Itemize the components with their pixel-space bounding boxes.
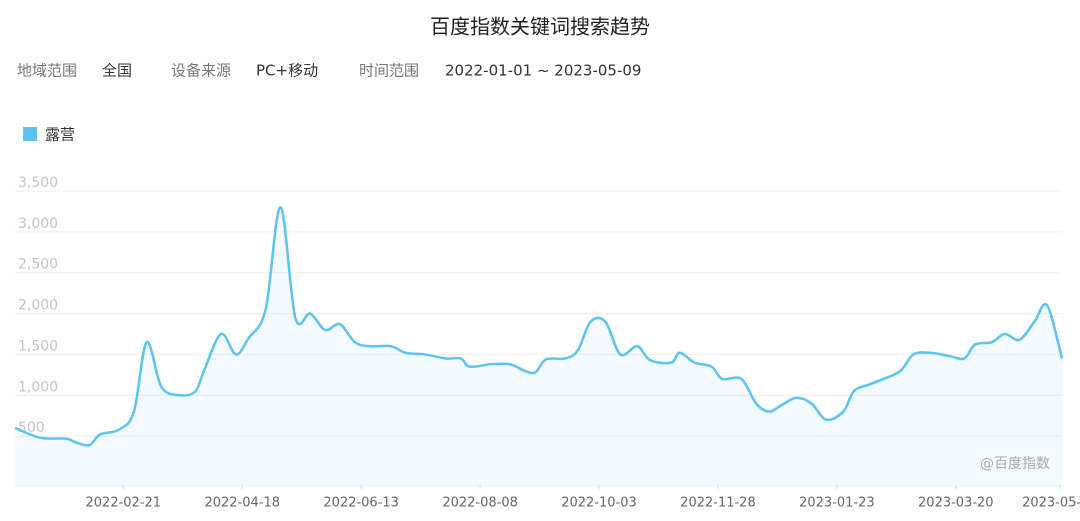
filter-label: 地域范围	[17, 62, 77, 80]
x-tick-label: 2022-08-08	[442, 496, 518, 511]
y-tick-label: 1,500	[18, 338, 58, 354]
filter-label: 时间范围	[359, 62, 419, 80]
x-tick-label: 2023-03-20	[918, 496, 994, 511]
area	[15, 207, 1062, 487]
x-tick-label: 2022-04-18	[204, 496, 280, 511]
filter-label: 设备来源	[171, 62, 231, 80]
x-tick-label: 2022-10-03	[561, 496, 637, 511]
x-tick-label: 2023-05-08	[1022, 496, 1080, 511]
y-tick-label: 1,000	[18, 379, 58, 395]
legend-label: 露营	[45, 126, 75, 144]
legend-swatch	[23, 127, 37, 141]
x-tick-label: 2022-06-13	[323, 496, 399, 511]
filter-value: 2022-01-01 ~ 2023-05-09	[445, 62, 641, 80]
filter-value: PC+移动	[256, 62, 318, 80]
watermark: @百度指数	[980, 456, 1050, 472]
x-tick-label: 2023-01-23	[799, 496, 875, 511]
y-tick-label: 3,000	[18, 216, 58, 232]
y-tick-label: 2,000	[18, 298, 58, 314]
x-tick-label: 2022-11-28	[680, 496, 756, 511]
line	[14, 206, 1064, 447]
chart-title: 百度指数关键词搜索趋势	[430, 15, 650, 39]
y-tick-label: 3,500	[18, 175, 58, 191]
filter-value: 全国	[102, 62, 132, 80]
x-tick-label: 2022-02-21	[86, 496, 162, 511]
y-tick-label: 2,500	[18, 257, 58, 273]
